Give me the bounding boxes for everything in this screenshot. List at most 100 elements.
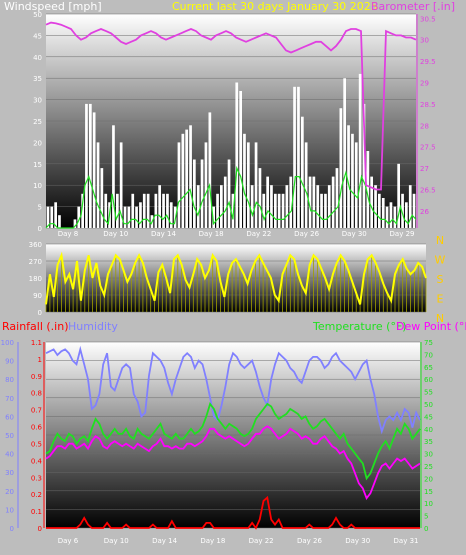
windspeed-bar-57 bbox=[266, 176, 269, 228]
rain-ytick-11: 1.1 bbox=[31, 339, 42, 347]
rain-ytick-4: 0.4 bbox=[31, 457, 43, 465]
wind-ytick-8: 40 bbox=[33, 54, 42, 62]
windspeed-bar-24 bbox=[139, 202, 142, 228]
windspeed-bar-52 bbox=[247, 142, 250, 228]
windspeed-bar-26 bbox=[146, 193, 150, 228]
wind-lines bbox=[45, 21, 417, 229]
windspeed-bar-2 bbox=[54, 202, 57, 228]
rain-ytick-3: 0.3 bbox=[31, 474, 42, 482]
windspeed-bar-55 bbox=[258, 168, 262, 228]
wind-xtick-1: Day 10 bbox=[103, 230, 128, 238]
rain-ytick-6: 0.6 bbox=[31, 424, 43, 432]
temp-ytick-7: 35 bbox=[424, 438, 433, 446]
windspeed-bar-67 bbox=[304, 142, 308, 228]
rain-axis-ticks: 0 0.1 0.2 0.3 0.4 0.5 0.6 0.7 0.8 0.9 1 1.1 bbox=[31, 339, 45, 533]
windspeed-bar-59 bbox=[274, 193, 277, 228]
wind-xtick-0: Day 8 bbox=[58, 230, 79, 238]
windspeed-axis-ticks: 0 5 10 15 20 25 30 35 40 45 50 bbox=[33, 11, 42, 233]
windspeed-bar-8 bbox=[77, 206, 81, 228]
dir-ytick-4: 360 bbox=[29, 241, 42, 249]
windspeed-bar-35 bbox=[181, 133, 185, 228]
windspeed-axis-label: Windspeed [mph] bbox=[4, 0, 102, 13]
rainfall-line bbox=[46, 495, 420, 530]
wind-xtick-6: Day 30 bbox=[342, 230, 367, 238]
hum-ytick-4: 40 bbox=[5, 451, 14, 459]
humidity-axis-label: Humidity bbox=[68, 320, 118, 333]
temp-x-ticks: Day 6 Day 10 Day 14 Day 18 Day 22 Day 26 Day 3… bbox=[58, 537, 419, 545]
wind-x-ticks: Day 8 Day 10 Day 14 Day 18 Day 22 Day 26 Day 3… bbox=[58, 230, 415, 238]
wind-ytick-7: 35 bbox=[33, 75, 42, 83]
rain-ytick-1: 0.1 bbox=[31, 508, 42, 516]
windspeed-bar-31 bbox=[166, 193, 169, 228]
rain-ytick-9: 0.9 bbox=[31, 373, 42, 381]
windspeed-bar-49 bbox=[235, 82, 239, 228]
rain-ytick-0: 0 bbox=[38, 525, 42, 533]
windspeed-bar-80 bbox=[354, 142, 358, 228]
temperature-axis-label: Temperature (°F) bbox=[312, 320, 407, 333]
windspeed-bar-14 bbox=[100, 168, 104, 228]
windspeed-bar-23 bbox=[135, 206, 138, 228]
baro-ytick-4: 28 bbox=[420, 122, 429, 130]
dir-ytick-1: 90 bbox=[33, 292, 42, 300]
dir-ytick-0: 0 bbox=[38, 309, 42, 317]
temp-ytick-1: 5 bbox=[424, 513, 428, 521]
compass-1: W bbox=[435, 254, 446, 267]
temp-ytick-0: 0 bbox=[424, 525, 428, 533]
temperature-line bbox=[45, 402, 421, 481]
windspeed-bar-10 bbox=[85, 103, 88, 228]
wind-ytick-0: 0 bbox=[38, 225, 42, 233]
barometer-axis-label: Barometer [.in] bbox=[371, 0, 455, 13]
windspeed-bar-7 bbox=[73, 219, 77, 228]
windspeed-bar-36 bbox=[185, 129, 188, 228]
hum-ytick-5: 50 bbox=[5, 432, 14, 440]
windspeed-bar-68 bbox=[308, 176, 312, 228]
windspeed-bar-30 bbox=[162, 193, 165, 228]
wind-direction-line bbox=[45, 251, 427, 305]
windspeed-bar-38 bbox=[193, 159, 196, 228]
wind-ytick-4: 20 bbox=[33, 139, 42, 147]
wind-ytick-6: 30 bbox=[33, 97, 42, 105]
temp-ytick-11: 55 bbox=[424, 389, 433, 397]
compass-3: E bbox=[437, 293, 444, 306]
wind-ytick-2: 10 bbox=[33, 182, 42, 190]
windspeed-bar-29 bbox=[158, 185, 161, 228]
windspeed-bar-63 bbox=[289, 176, 293, 228]
windspeed-bar-21 bbox=[127, 206, 131, 228]
barometer-line bbox=[45, 21, 417, 191]
windspeed-bar-9 bbox=[81, 193, 84, 228]
rain-ytick-7: 0.7 bbox=[31, 407, 42, 415]
windspeed-bar-56 bbox=[262, 193, 266, 228]
windspeed-bar-77 bbox=[343, 78, 346, 228]
rain-ytick-10: 1 bbox=[38, 356, 42, 364]
windspeed-bar-40 bbox=[200, 159, 204, 228]
windspeed-bar-72 bbox=[324, 193, 327, 228]
compass-4: N bbox=[436, 312, 444, 325]
windspeed-bar-50 bbox=[239, 91, 242, 228]
temp-ytick-10: 50 bbox=[424, 401, 433, 409]
windspeed-bar-19 bbox=[119, 142, 123, 228]
windspeed-bar-83 bbox=[366, 151, 370, 228]
wind-ytick-3: 15 bbox=[33, 161, 42, 169]
windspeed-bar-28 bbox=[154, 193, 158, 228]
baro-ytick-7: 29.5 bbox=[420, 58, 436, 66]
windspeed-bar-90 bbox=[393, 206, 397, 228]
baro-ytick-2: 27 bbox=[420, 165, 429, 173]
windspeed-bar-41 bbox=[204, 142, 208, 228]
windspeed-bar-1 bbox=[50, 206, 54, 228]
wind-xtick-5: Day 26 bbox=[294, 230, 320, 238]
windspeed-bar-64 bbox=[293, 86, 296, 228]
windspeed-bar-47 bbox=[227, 159, 231, 228]
windspeed-bar-88 bbox=[385, 206, 389, 228]
chart-title: Current last 30 days January 30 2025 bbox=[172, 0, 378, 13]
dewpoint-line bbox=[45, 425, 421, 501]
temp-ytick-13: 65 bbox=[424, 364, 433, 372]
windspeed-bar-11 bbox=[89, 103, 92, 228]
temp-ytick-6: 30 bbox=[424, 451, 433, 459]
windspeed-bar-95 bbox=[412, 193, 416, 228]
baro-ytick-6: 29 bbox=[420, 79, 429, 87]
windspeed-bar-3 bbox=[58, 215, 61, 228]
temp-grid bbox=[46, 341, 420, 529]
humidity-axis-ticks: 0 10 20 30 40 50 60 70 80 90 100 bbox=[1, 339, 19, 533]
windspeed-bar-61 bbox=[281, 193, 285, 228]
